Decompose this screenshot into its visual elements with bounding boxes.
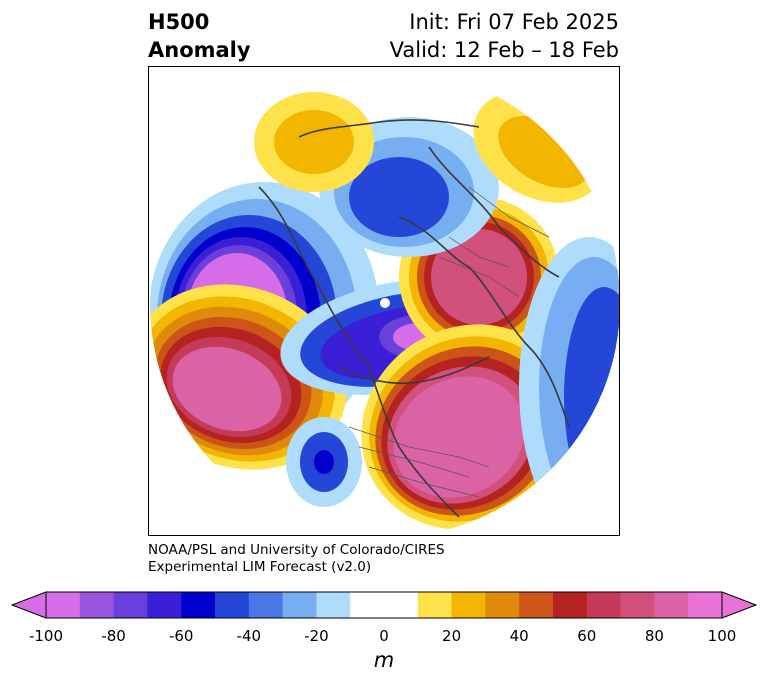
colorbar-tick-label: 40 [509,627,529,645]
credit-line-1: NOAA/PSL and University of Colorado/CIRE… [148,542,445,558]
colorbar-cell [147,592,182,618]
coastlines [258,119,570,518]
colorbar-cell [181,592,216,618]
colorbar-under-arrow [10,591,47,619]
colorbar-cell [282,592,317,618]
colorbar-cell [417,592,453,618]
colorbar-tick-label: 20 [442,627,462,645]
colorbar [10,591,758,619]
colorbar-cell [451,592,486,618]
country-borders [348,186,550,498]
init-date: Init: Fri 07 Feb 2025 [409,10,619,34]
colorbar-cell [248,592,284,618]
colorbar-cell [46,592,81,618]
pos-anomaly-pacific [150,284,347,470]
map-title: H500 Anomaly [148,8,251,64]
neg-anomaly-southwest-us [286,417,362,507]
credit-line-2: Experimental LIM Forecast (v2.0) [148,559,372,575]
colorbar-tick-label: 100 [707,627,737,645]
field-label: Anomaly [148,38,251,62]
colorbar-tick-label: 60 [577,627,597,645]
colorbar-cell [688,592,723,618]
colorbar-over-arrow [721,591,758,619]
colorbar-ticks: -100 -80 -60 -40 -20 0 20 40 60 80 100 [0,627,768,647]
colorbar-cell [620,592,655,618]
colorbar-tick-label: -80 [101,627,126,645]
colorbar-cell [586,592,622,618]
polar-map [148,66,620,536]
colorbar-unit: m [373,648,395,672]
pole-marker [380,298,390,308]
colorbar-tick-label: -20 [304,627,329,645]
colorbar-tick-label: 0 [379,627,389,645]
colorbar-tick-label: -100 [28,627,64,645]
colorbar-cell [79,592,115,618]
colorbar-cell [316,592,351,618]
colorbar-cell [350,592,419,618]
forecast-dates: Init: Fri 07 Feb 2025 Valid: 12 Feb – 18… [390,8,619,64]
colorbar-cell [654,592,689,618]
credit-text: NOAA/PSL and University of Colorado/CIRE… [148,542,445,576]
variable-label: H500 [148,10,210,34]
colorbar-tick-label: -40 [236,627,262,645]
colorbar-tick-label: 80 [644,627,664,645]
colorbar-cell [485,592,520,618]
colorbar-outline [45,591,723,619]
anomaly-map-canvas [150,68,619,535]
colorbar-cell [519,592,554,618]
colorbar-cell [113,592,148,618]
valid-period: Valid: 12 Feb – 18 Feb [389,38,619,62]
colorbar-cell [553,592,588,618]
colorbar-cell [215,592,250,618]
pos-anomaly-east-asia [254,92,374,192]
colorbar-tick-label: -60 [168,627,194,645]
